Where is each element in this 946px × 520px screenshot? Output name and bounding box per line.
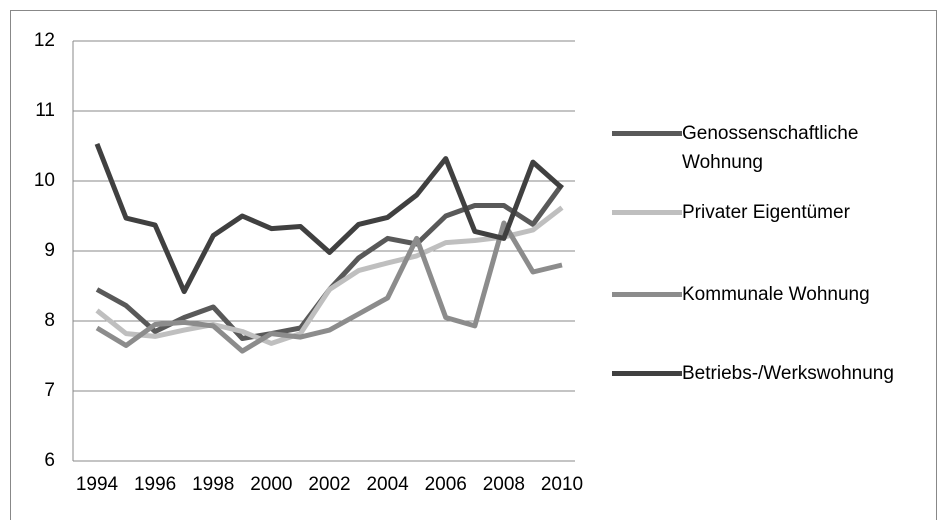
y-tick-label: 10 <box>34 170 55 191</box>
legend-item: Betriebs-/Werkswohnung <box>612 359 912 388</box>
y-tick-label: 7 <box>44 380 55 401</box>
line-series <box>95 220 563 354</box>
legend-item: Privater Eigentümer <box>612 198 912 227</box>
y-tick-label: 8 <box>44 310 55 331</box>
legend-label: Privater Eigentümer <box>682 202 850 223</box>
chart-frame <box>10 10 937 520</box>
legend-label: Kommunale Wohnung <box>682 284 870 305</box>
x-tick-label: 2002 <box>308 474 350 495</box>
legend-item: Kommunale Wohnung <box>612 280 912 309</box>
legend-swatch <box>612 131 682 136</box>
x-tick-label: 1998 <box>192 474 234 495</box>
y-tick-label: 12 <box>34 30 55 51</box>
x-tick-label: 2006 <box>425 474 467 495</box>
legend-swatch <box>612 371 682 376</box>
x-tick-label: 1994 <box>76 474 119 495</box>
x-tick-label: 2008 <box>483 474 525 495</box>
legend-swatch <box>612 210 682 215</box>
x-tick-label: 1996 <box>134 474 176 495</box>
line-series <box>94 142 564 295</box>
x-tick-label: 2010 <box>541 474 583 495</box>
legend-label: Genossenschaftliche Wohnung <box>682 123 859 173</box>
y-tick-label: 9 <box>44 240 55 261</box>
y-tick-label: 6 <box>44 450 55 471</box>
x-tick-label: 2000 <box>250 474 292 495</box>
x-tick-label: 2004 <box>366 474 409 495</box>
legend-label: Betriebs-/Werkswohnung <box>682 363 894 384</box>
y-tick-label: 11 <box>35 100 55 121</box>
line-series <box>95 205 564 346</box>
legend-item: Genossenschaftliche Wohnung <box>612 119 912 177</box>
legend-swatch <box>612 292 682 297</box>
